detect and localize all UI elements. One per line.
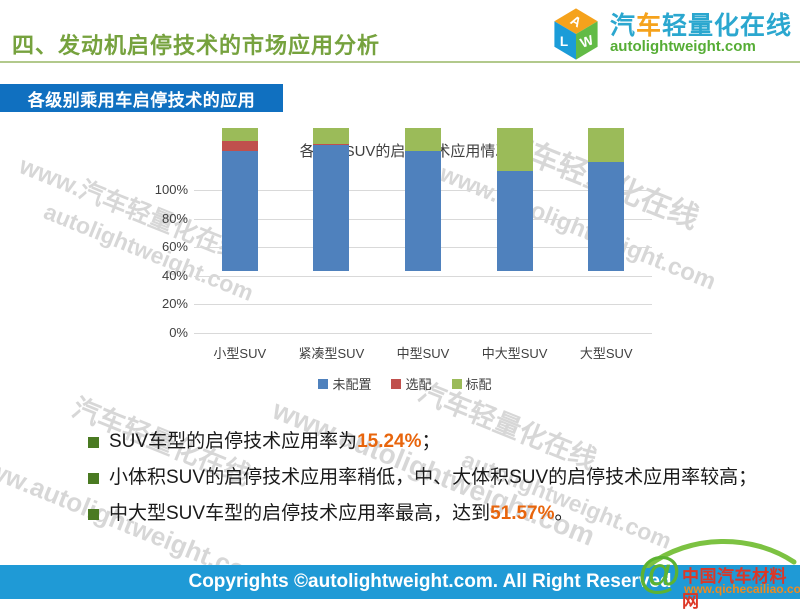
bullet-square-icon	[88, 473, 99, 484]
car-silhouette-icon	[645, 539, 797, 568]
bar-segment-标配	[221, 128, 258, 141]
bullet-text: SUV车型的启停技术应用率为15.24%；	[109, 431, 441, 452]
legend-item: 未配置	[318, 374, 371, 393]
y-tick-label: 100%	[154, 182, 188, 197]
brand-name: 汽车轻量化在线	[610, 13, 792, 39]
legend-label: 标配	[465, 377, 492, 392]
chart-legend: 未配置 选配 标配	[150, 374, 660, 393]
legend-label: 选配	[405, 377, 432, 392]
slide-header: 四、发动机启停技术的市场应用分析 A L W 汽车轻量化在线 autolight…	[0, 0, 800, 63]
legend-item: 选配	[391, 374, 432, 393]
section-badge: 各级别乘用车启停技术的应用	[0, 84, 283, 112]
bullet-square-icon	[88, 509, 99, 520]
bar-segment-标配	[588, 128, 625, 163]
bullet-item: 小体积SUV的启停技术应用率稍低，中、大体积SUV的启停技术应用率较高；	[88, 466, 768, 490]
y-tick-label: 80%	[161, 210, 188, 226]
bar-segment-选配	[313, 143, 350, 146]
bar-segment-未配置	[404, 150, 441, 271]
bullet-text: 中大型SUV车型的启停技术应用率最高，达到51.57%。	[109, 503, 574, 524]
x-category-label: 紧凑型SUV	[298, 346, 365, 361]
y-tick-label: 0%	[169, 325, 188, 340]
header-divider	[0, 61, 800, 63]
bullet-square-icon	[88, 437, 99, 448]
gridline	[194, 304, 652, 306]
stacked-bar	[221, 128, 258, 271]
copyright-text: Copyrights ©autolightweight.com. All Rig…	[188, 571, 672, 592]
stacked-bar	[313, 128, 350, 271]
qichecailiao-logo: @ 中国汽车材料网 www.qichecailiao.com	[638, 532, 800, 611]
svg-text:W: W	[578, 32, 595, 51]
page-title: 四、发动机启停技术的市场应用分析	[12, 33, 381, 58]
category-slot	[194, 128, 286, 271]
gridline	[194, 333, 652, 334]
brand-domain: autolightweight.com	[609, 38, 756, 56]
bar-segment-选配	[221, 140, 258, 151]
svg-text:L: L	[560, 34, 568, 49]
bar-segment-标配	[404, 128, 441, 151]
gridline	[194, 275, 652, 277]
legend-swatch	[391, 378, 402, 389]
bullet-list: SUV车型的启停技术应用率为15.24%； 小体积SUV的启停技术应用率稍低，中…	[88, 430, 768, 538]
brand-char-che: 车	[635, 12, 662, 40]
brand-rest: 轻量化在线	[661, 12, 792, 40]
bar-segment-标配	[496, 128, 533, 171]
brand-char-qi: 汽	[609, 12, 636, 40]
x-category-label: 中大型SUV	[481, 346, 548, 361]
bar-segment-未配置	[313, 145, 350, 271]
bullet-item: SUV车型的启停技术应用率为15.24%；	[88, 430, 768, 454]
alw-cube-logo-icon: A L W	[554, 8, 598, 60]
bullet-text: 小体积SUV的启停技术应用率稍低，中、大体积SUV的启停技术应用率较高；	[109, 467, 758, 488]
at-symbol-icon: @	[638, 548, 681, 597]
bar-segment-未配置	[496, 170, 533, 271]
legend-label: 未配置	[332, 377, 372, 392]
x-category-label: 大型SUV	[579, 346, 633, 361]
bullet-item: 中大型SUV车型的启停技术应用率最高，达到51.57%。	[88, 502, 768, 526]
stacked-bar	[496, 128, 533, 271]
bar-segment-未配置	[588, 162, 625, 271]
category-slot	[469, 128, 561, 271]
x-category-label: 中型SUV	[396, 346, 450, 361]
highlight-value: 15.24%	[357, 431, 422, 452]
site-url: www.qichecailiao.com	[684, 582, 800, 596]
bar-segment-未配置	[221, 150, 258, 271]
legend-swatch	[318, 378, 329, 389]
category-slot	[377, 128, 469, 271]
highlight-value: 51.57%	[490, 503, 555, 524]
bar-segment-标配	[313, 128, 350, 144]
stacked-bar	[588, 128, 625, 271]
x-category-label: 小型SUV	[213, 346, 267, 361]
category-slot	[286, 128, 378, 271]
y-tick-label: 20%	[161, 296, 188, 312]
category-slot	[560, 128, 652, 271]
legend-swatch	[451, 378, 462, 389]
stacked-bar-chart: 各级别SUV的启停技术应用情况 0%20%40%60%80%100% 小型SUV…	[0, 128, 800, 400]
y-tick-label: 40%	[161, 267, 188, 283]
footer-bar: Copyrights ©autolightweight.com. All Rig…	[0, 565, 800, 599]
brand-logo: A L W 汽车轻量化在线 autolightweight.com	[548, 6, 792, 62]
y-tick-label: 60%	[161, 239, 188, 255]
legend-item: 标配	[451, 374, 492, 393]
brand-text-block: 汽车轻量化在线 autolightweight.com	[610, 13, 792, 55]
stacked-bar	[404, 128, 441, 271]
